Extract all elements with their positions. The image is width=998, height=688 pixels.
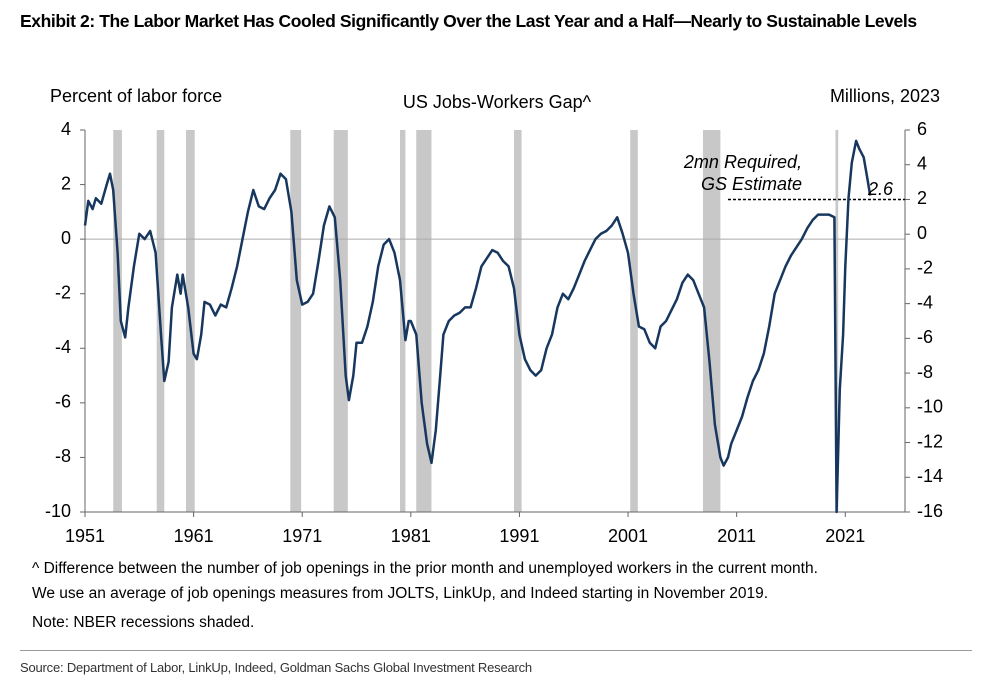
source: Source: Department of Labor, LinkUp, Ind… <box>20 660 532 675</box>
y-tick-label: -10 <box>45 501 71 521</box>
y2-tick-label: -6 <box>917 327 933 347</box>
y2-axis-label: Millions, 2023 <box>830 86 940 106</box>
x-tick-label: 2001 <box>608 526 648 546</box>
recession-band <box>290 130 302 512</box>
y-tick-label: 4 <box>61 119 71 139</box>
y2-tick-label: -12 <box>917 431 943 451</box>
y-tick-label: -8 <box>55 446 71 466</box>
x-tick-label: 2011 <box>717 526 756 546</box>
y2-tick-label: -4 <box>917 292 933 312</box>
footnote: Note: NBER recessions shaded. <box>32 614 255 631</box>
y-tick-label: -2 <box>55 282 71 302</box>
x-tick-label: 1971 <box>282 526 322 546</box>
y2-tick-label: -2 <box>917 258 933 278</box>
chart: Percent of labor force US Jobs-Workers G… <box>45 86 943 546</box>
y2-tick-label: -8 <box>917 362 933 382</box>
y2-tick-label: 0 <box>917 223 927 243</box>
y2-tick-label: -14 <box>917 466 943 486</box>
footnote: We use an average of job openings measur… <box>32 585 769 602</box>
y-tick-label: -4 <box>55 337 71 357</box>
x-tick-label: 1951 <box>65 526 105 546</box>
recession-band <box>416 130 432 512</box>
footnote: ^ Difference between the number of job o… <box>32 560 818 577</box>
y-tick-label: -6 <box>55 392 71 412</box>
y-tick-label: 0 <box>61 228 71 248</box>
data-line <box>83 139 872 514</box>
y2-tick-label: 2 <box>917 188 927 208</box>
x-tick-label: 2021 <box>825 526 865 546</box>
recession-band <box>630 130 638 512</box>
y-axis-label: Percent of labor force <box>50 86 222 106</box>
threshold-note: GS Estimate <box>701 174 802 194</box>
threshold-note: 2mn Required, <box>683 152 802 172</box>
divider <box>20 650 972 651</box>
recession-band <box>333 130 348 512</box>
y2-tick-label: 6 <box>917 119 927 139</box>
recession-band <box>113 130 122 512</box>
y-tick-label: 2 <box>61 173 71 193</box>
y2-tick-label: 4 <box>917 153 927 173</box>
recession-band <box>835 130 839 512</box>
chart-title: US Jobs-Workers Gap^ <box>403 92 592 112</box>
x-tick-label: 1981 <box>391 526 431 546</box>
exhibit-title: Exhibit 2: The Labor Market Has Cooled S… <box>20 11 917 31</box>
x-tick-label: 1991 <box>499 526 539 546</box>
end-label: 2.6 <box>867 179 894 199</box>
y2-tick-label: -16 <box>917 501 943 521</box>
y2-tick-label: -10 <box>917 397 943 417</box>
x-tick-label: 1961 <box>174 526 214 546</box>
recession-band <box>702 130 721 512</box>
